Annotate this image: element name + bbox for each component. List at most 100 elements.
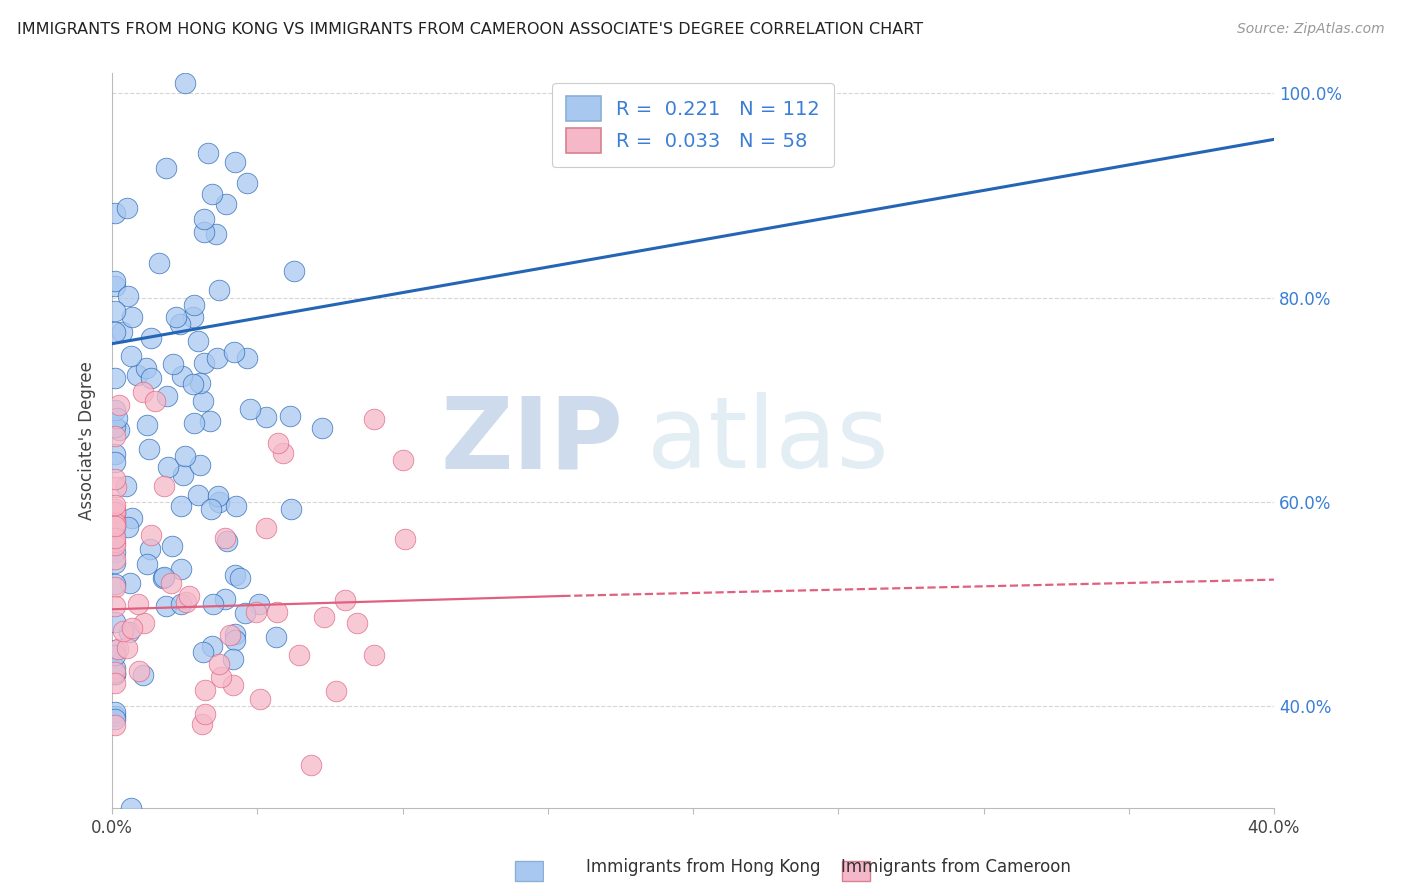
- Point: [104, 419, 127, 434]
- Point: [104, 403, 127, 417]
- Point: [104, 479, 127, 493]
- Point: [148, 256, 170, 270]
- Point: [104, 667, 127, 681]
- Point: [104, 712, 127, 726]
- Point: [104, 521, 127, 535]
- Point: [104, 556, 127, 570]
- Point: [247, 597, 270, 611]
- Point: [104, 648, 127, 662]
- Point: [170, 562, 193, 576]
- Point: [173, 76, 195, 90]
- Point: [193, 356, 215, 370]
- Point: [139, 371, 162, 385]
- Point: [117, 289, 139, 303]
- Point: [104, 507, 127, 521]
- Point: [104, 709, 127, 723]
- Point: [104, 643, 127, 657]
- Text: ZIP: ZIP: [440, 392, 623, 489]
- Point: [104, 304, 127, 318]
- Point: [201, 186, 224, 201]
- Point: [153, 479, 176, 493]
- Point: [187, 334, 209, 348]
- Text: Immigrants from Cameroon: Immigrants from Cameroon: [841, 858, 1071, 876]
- Point: [104, 326, 127, 340]
- Point: [169, 317, 191, 331]
- Point: [104, 505, 127, 519]
- Point: [224, 154, 246, 169]
- Point: [208, 657, 231, 671]
- Point: [346, 616, 368, 631]
- Point: [104, 661, 127, 675]
- Point: [394, 533, 416, 547]
- Point: [197, 145, 219, 160]
- Point: [201, 639, 224, 653]
- Point: [118, 576, 141, 591]
- Point: [104, 512, 127, 526]
- Point: [127, 597, 149, 611]
- Point: [363, 412, 385, 426]
- Point: [169, 597, 191, 611]
- Point: [104, 580, 127, 594]
- Point: [118, 625, 141, 640]
- Point: [152, 569, 174, 583]
- Point: [104, 517, 127, 532]
- Point: [104, 538, 127, 552]
- Point: [104, 577, 127, 591]
- Point: [222, 678, 245, 692]
- Point: [214, 197, 236, 211]
- Point: [249, 691, 271, 706]
- Point: [333, 592, 356, 607]
- Point: [222, 344, 245, 359]
- Point: [104, 498, 127, 512]
- Point: [104, 718, 127, 732]
- Point: [160, 539, 183, 553]
- Point: [233, 606, 256, 620]
- Point: [280, 501, 302, 516]
- Point: [200, 501, 222, 516]
- Point: [138, 442, 160, 456]
- Point: [155, 599, 177, 613]
- Text: IMMIGRANTS FROM HONG KONG VS IMMIGRANTS FROM CAMEROON ASSOCIATE'S DEGREE CORRELA: IMMIGRANTS FROM HONG KONG VS IMMIGRANTS …: [17, 22, 922, 37]
- Y-axis label: Associate's Degree: Associate's Degree: [79, 361, 96, 520]
- Point: [138, 542, 160, 557]
- Point: [104, 502, 127, 516]
- Point: [160, 575, 183, 590]
- Point: [121, 621, 143, 635]
- Point: [139, 331, 162, 345]
- Point: [104, 545, 127, 559]
- Point: [104, 551, 127, 566]
- Point: [104, 519, 127, 533]
- Point: [162, 357, 184, 371]
- Point: [225, 500, 247, 514]
- Point: [155, 161, 177, 175]
- Point: [135, 557, 157, 571]
- Point: [214, 531, 236, 545]
- Point: [104, 274, 127, 288]
- Point: [104, 535, 127, 549]
- Point: [208, 494, 231, 508]
- Point: [135, 417, 157, 432]
- Point: [205, 227, 228, 241]
- Point: [224, 627, 246, 641]
- Point: [107, 423, 129, 437]
- Point: [190, 376, 212, 391]
- Point: [134, 615, 156, 630]
- Point: [224, 567, 246, 582]
- Point: [221, 651, 243, 665]
- Point: [209, 669, 232, 683]
- Point: [214, 591, 236, 606]
- Point: [191, 717, 214, 731]
- Point: [190, 458, 212, 473]
- Point: [191, 393, 214, 408]
- Point: [224, 633, 246, 648]
- Point: [311, 421, 333, 435]
- Point: [143, 393, 166, 408]
- Point: [254, 410, 277, 425]
- Point: [266, 435, 288, 450]
- Point: [169, 500, 191, 514]
- Point: [115, 201, 138, 215]
- Point: [139, 527, 162, 541]
- Point: [120, 801, 142, 815]
- Point: [104, 676, 127, 690]
- Point: [264, 630, 287, 644]
